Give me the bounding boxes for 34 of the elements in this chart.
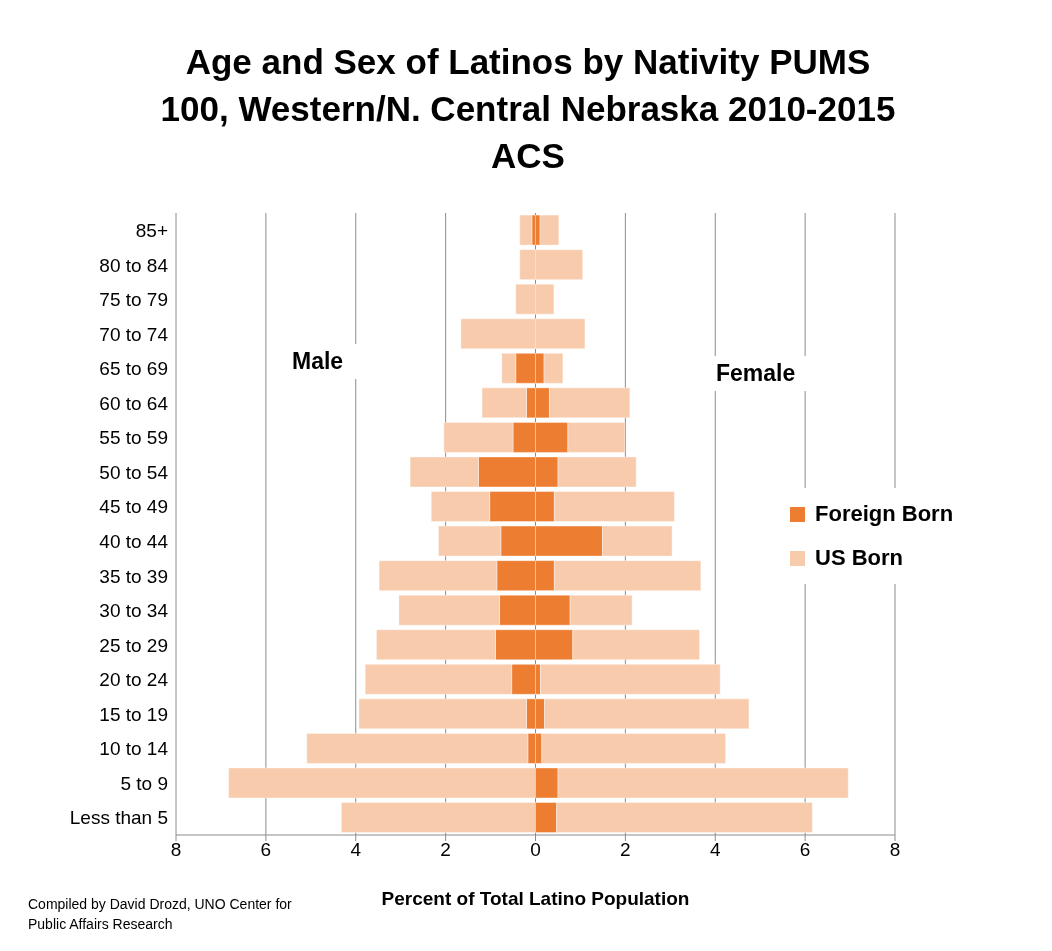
y-tick-label: 65 to 69 (99, 358, 168, 380)
x-tick-label: 0 (530, 839, 541, 861)
y-tick-label: 10 to 14 (99, 738, 169, 760)
y-tick-label: 50 to 54 (99, 461, 169, 483)
legend-label: Foreign Born (815, 501, 954, 527)
y-tick-label: 25 to 29 (99, 634, 168, 656)
y-tick-label: 40 to 44 (99, 531, 169, 553)
x-tick-label: 4 (709, 839, 721, 861)
y-tick-label: 85+ (135, 220, 168, 242)
y-tick-label: 35 to 39 (99, 565, 168, 587)
y-tick-label: 55 to 59 (99, 427, 168, 449)
annotation: Female (704, 356, 808, 391)
y-tick-label: 80 to 84 (99, 254, 169, 276)
x-tick-label: 6 (799, 839, 811, 861)
y-tick-label: 75 to 79 (99, 289, 168, 311)
y-tick-label: 60 to 64 (99, 392, 169, 414)
x-tick-label: 2 (440, 839, 451, 861)
y-tick-label: 20 to 24 (99, 669, 169, 691)
legend-label: US Born (815, 545, 903, 571)
chart-title: Age and Sex of Latinos by Nativity PUMS 100, Western/N. Central Nebraska 2010-2015 ACS (159, 41, 897, 177)
y-tick-label: Less than 5 (69, 807, 168, 829)
x-tick-label: 8 (170, 839, 182, 861)
x-tick-label: 4 (350, 839, 362, 861)
x-tick-label: 6 (260, 839, 272, 861)
x-axis-title: Percent of Total Latino Population (381, 888, 690, 909)
y-tick-label: 5 to 9 (120, 772, 168, 794)
x-tick-label: 2 (620, 839, 631, 861)
y-tick-label: 30 to 34 (99, 600, 169, 622)
y-tick-label: 15 to 19 (99, 703, 168, 725)
annotation: Male (278, 344, 358, 379)
y-tick-label: 45 to 49 (99, 496, 168, 518)
text: Compiled by David Drozd, UNO Center for Public Affairs Research (28, 895, 293, 934)
y-tick-label: 70 to 74 (99, 323, 169, 345)
x-tick-label: 8 (889, 839, 901, 861)
